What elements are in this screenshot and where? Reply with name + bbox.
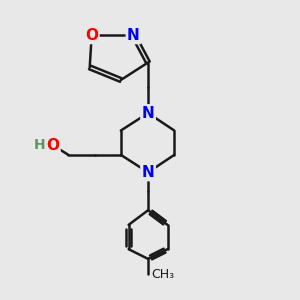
Text: CH₃: CH₃: [151, 268, 174, 281]
Text: H: H: [33, 138, 45, 152]
Text: N: N: [142, 106, 154, 121]
Text: N: N: [127, 28, 140, 43]
Text: O: O: [46, 138, 59, 153]
Text: O: O: [85, 28, 98, 43]
Text: N: N: [142, 165, 154, 180]
